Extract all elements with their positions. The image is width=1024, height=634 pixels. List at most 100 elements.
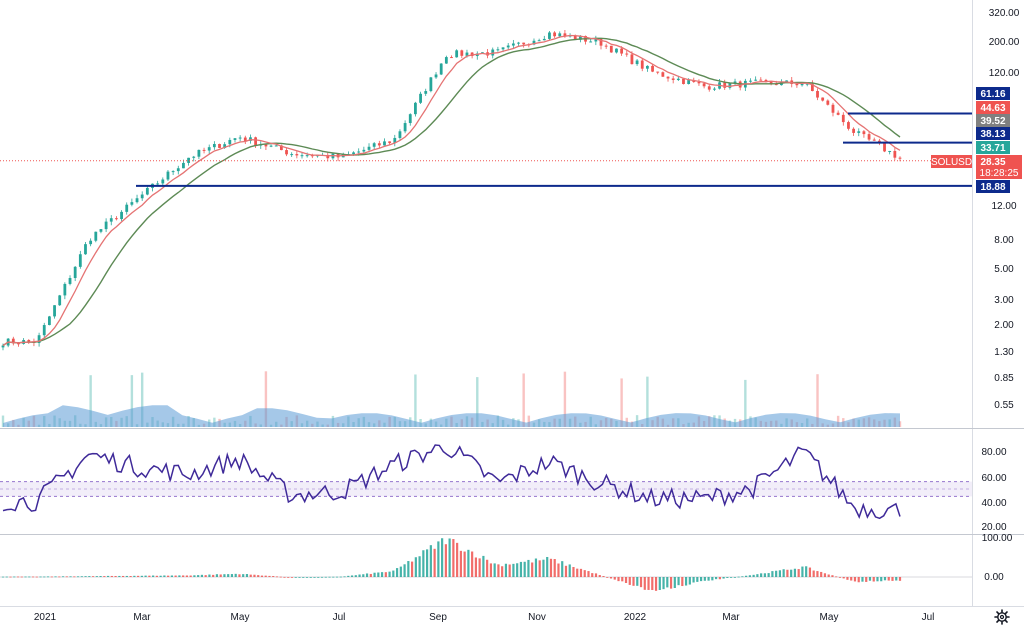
candle-body[interactable] <box>285 150 288 155</box>
candle-body[interactable] <box>53 305 56 317</box>
candle-body[interactable] <box>104 221 108 230</box>
candle-body[interactable] <box>450 57 453 59</box>
candle-body[interactable] <box>145 187 149 195</box>
candle-body[interactable] <box>27 340 31 342</box>
candle-body[interactable] <box>883 143 886 152</box>
candle-body[interactable] <box>238 137 242 139</box>
candle-body[interactable] <box>810 83 814 92</box>
candle-body[interactable] <box>414 102 417 115</box>
candle-body[interactable] <box>645 65 649 69</box>
candle-body[interactable] <box>171 171 175 173</box>
candle-body[interactable] <box>728 83 732 88</box>
candle-body[interactable] <box>367 146 371 150</box>
candle-body[interactable] <box>821 97 825 101</box>
candle-body[interactable] <box>795 83 799 86</box>
candle-body[interactable] <box>661 72 665 77</box>
candle-body[interactable] <box>1 345 5 348</box>
candle-body[interactable] <box>867 134 871 140</box>
candle-body[interactable] <box>424 91 428 94</box>
candle-body[interactable] <box>120 211 123 220</box>
candle-body[interactable] <box>460 50 464 56</box>
candle-body[interactable] <box>707 86 711 90</box>
rsi-axis[interactable]: 80.00 60.00 40.00 20.00 <box>981 447 1006 533</box>
candle-body[interactable] <box>419 93 422 103</box>
candle-body[interactable] <box>826 100 830 105</box>
candle-body[interactable] <box>223 144 227 148</box>
candle-body[interactable] <box>58 295 62 306</box>
candle-body[interactable] <box>243 137 247 141</box>
candle-body[interactable] <box>207 147 211 151</box>
candle-body[interactable] <box>532 40 536 45</box>
candle-body[interactable] <box>135 198 139 203</box>
candle-body[interactable] <box>682 78 685 85</box>
candle-body[interactable] <box>17 343 20 345</box>
candle-body[interactable] <box>774 83 778 86</box>
candle-body[interactable] <box>362 149 366 152</box>
price-axis[interactable]: 320.00 200.00 120.00 12.00 8.00 5.00 3.0… <box>989 8 1020 411</box>
candle-body[interactable] <box>455 50 459 58</box>
candle-body[interactable] <box>553 32 557 37</box>
candle-body[interactable] <box>47 316 51 326</box>
candle-body[interactable] <box>656 71 660 73</box>
candle-body[interactable] <box>501 47 505 50</box>
candle-body[interactable] <box>228 139 232 145</box>
candle-body[interactable] <box>408 114 412 124</box>
candle-body[interactable] <box>42 325 46 336</box>
candle-body[interactable] <box>73 266 77 279</box>
candle-body[interactable] <box>578 35 582 40</box>
candle-body[interactable] <box>434 74 438 78</box>
candle-body[interactable] <box>800 83 804 86</box>
candle-body[interactable] <box>702 83 706 87</box>
candle-body[interactable] <box>723 82 727 88</box>
candle-body[interactable] <box>352 152 355 155</box>
candle-body[interactable] <box>182 162 185 169</box>
candle-body[interactable] <box>89 240 93 245</box>
candle-body[interactable] <box>274 145 278 147</box>
candle-body[interactable] <box>687 80 691 85</box>
candle-body[interactable] <box>218 143 221 148</box>
candle-body[interactable] <box>11 338 15 344</box>
candle-body[interactable] <box>893 150 897 158</box>
candle-body[interactable] <box>769 81 773 84</box>
candle-body[interactable] <box>599 38 603 46</box>
candle-body[interactable] <box>491 49 495 56</box>
candle-body[interactable] <box>733 81 737 84</box>
candle-body[interactable] <box>548 32 551 39</box>
candle-body[interactable] <box>140 194 144 199</box>
candle-body[interactable] <box>635 60 639 65</box>
candle-body[interactable] <box>862 131 866 135</box>
candle-body[interactable] <box>125 204 129 212</box>
candle-body[interactable] <box>94 231 98 241</box>
candle-body[interactable] <box>377 143 381 146</box>
candle-body[interactable] <box>831 104 835 113</box>
candle-body[interactable] <box>841 114 845 123</box>
candle-body[interactable] <box>161 179 165 184</box>
candle-body[interactable] <box>609 45 613 53</box>
candle-body[interactable] <box>496 49 500 51</box>
candle-body[interactable] <box>542 38 546 41</box>
candle-body[interactable] <box>388 141 392 144</box>
candle-body[interactable] <box>511 43 515 46</box>
candle-body[interactable] <box>522 42 526 45</box>
candle-body[interactable] <box>187 157 190 163</box>
time-axis[interactable]: 2021 Mar May Jul Sep Nov 2022 Mar May Ju… <box>34 612 935 623</box>
candle-body[interactable] <box>300 155 304 157</box>
candle-body[interactable] <box>615 48 618 53</box>
candle-body[interactable] <box>604 45 608 47</box>
candle-body[interactable] <box>398 131 402 138</box>
candle-body[interactable] <box>620 48 624 54</box>
candle-body[interactable] <box>754 79 758 81</box>
candle-body[interactable] <box>166 171 170 180</box>
horizontal-levels-layer[interactable] <box>0 112 972 187</box>
candle-body[interactable] <box>857 131 861 133</box>
candle-body[interactable] <box>444 57 448 64</box>
candle-body[interactable] <box>202 149 206 151</box>
candle-body[interactable] <box>805 83 809 85</box>
candle-body[interactable] <box>537 40 541 42</box>
candle-body[interactable] <box>254 137 258 146</box>
candle-body[interactable] <box>630 54 634 65</box>
candle-body[interactable] <box>785 80 788 82</box>
candle-body[interactable] <box>305 155 309 157</box>
